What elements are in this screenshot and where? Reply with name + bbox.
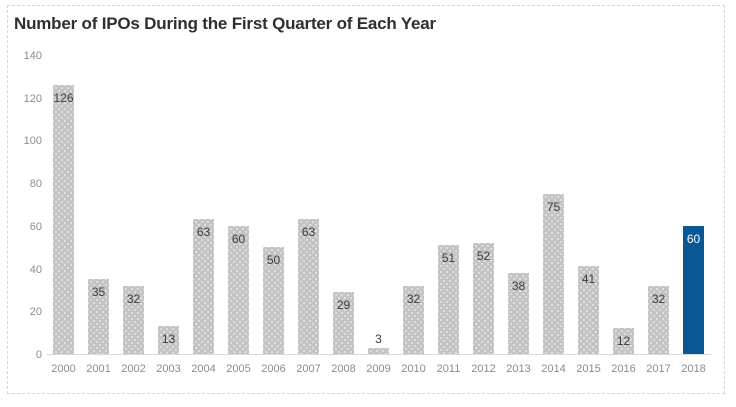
x-axis-label: 2010	[401, 363, 426, 375]
bar-column: 32	[641, 56, 676, 354]
x-axis-label: 2015	[576, 363, 601, 375]
bar-value-label: 35	[91, 285, 106, 300]
y-tick-label: 60	[29, 220, 42, 233]
bar-2010: 32	[403, 285, 424, 354]
bar-value-label: 38	[511, 278, 526, 293]
x-axis-label: 2007	[296, 363, 321, 375]
x-axis-label: 2017	[646, 363, 671, 375]
bar-value-label: 52	[476, 248, 491, 263]
chart-title: Number of IPOs During the First Quarter …	[14, 14, 436, 33]
x-axis-label: 2004	[191, 363, 216, 375]
bar-2015: 41	[578, 266, 599, 354]
x-axis-label: 2011	[436, 363, 461, 375]
bar-2006: 50	[263, 247, 284, 354]
x-axis-label: 2003	[156, 363, 181, 375]
bar-column: 35	[81, 56, 116, 354]
bar-series: 126 35 32 13 63 60 50 63 29 3 32 51 52 38 75 41 12 32 60	[46, 56, 711, 354]
bar-2013: 38	[508, 272, 529, 354]
bar-column: 13	[151, 56, 186, 354]
y-tick-label: 40	[29, 263, 42, 276]
bar-column: 38	[501, 56, 536, 354]
bar-column: 75	[536, 56, 571, 354]
bar-value-label: 41	[581, 272, 596, 287]
bar-value-label: 60	[686, 231, 701, 246]
bar-column: 51	[431, 56, 466, 354]
y-tick-label: 20	[29, 306, 42, 319]
x-axis-label: 2001	[86, 363, 111, 375]
x-axis-label: 2006	[261, 363, 286, 375]
x-axis-label: 2016	[611, 363, 636, 375]
bar-column: 50	[256, 56, 291, 354]
bar-column: 32	[396, 56, 431, 354]
bar-2011: 51	[438, 245, 459, 354]
bar-value-label: 126	[53, 90, 74, 105]
bar-value-label: 32	[406, 291, 421, 306]
bar-column: 63	[186, 56, 221, 354]
bar-2000: 126	[53, 84, 74, 354]
bar-value-label: 3	[375, 331, 382, 346]
plot-area: 126 35 32 13 63 60 50 63 29 3 32 51 52 38 75 41 12 32 60	[46, 56, 711, 355]
bar-2014: 75	[543, 193, 564, 354]
bar-value-label: 12	[616, 334, 631, 349]
x-axis-label: 2018	[681, 363, 706, 375]
bar-column: 52	[466, 56, 501, 354]
x-axis-label: 2002	[121, 363, 146, 375]
y-tick-label: 140	[23, 50, 42, 62]
y-tick-label: 80	[29, 178, 42, 191]
x-axis-label: 2009	[366, 363, 391, 375]
y-tick-label: 100	[23, 135, 42, 148]
bar-column: 60	[676, 56, 711, 354]
y-axis: 0 20 40 60 80 100 120 140	[14, 0, 42, 407]
bar-column: 3	[361, 56, 396, 354]
bar-2012: 52	[473, 242, 494, 354]
bar-column: 29	[326, 56, 361, 354]
bar-value-label: 51	[441, 251, 456, 266]
bar-2003: 13	[158, 326, 179, 354]
x-axis-label: 2000	[51, 363, 76, 375]
bar-column: 12	[606, 56, 641, 354]
bar-value-label: 32	[651, 291, 666, 306]
bar-value-label: 13	[161, 332, 176, 347]
bar-2018-highlighted: 60	[683, 225, 704, 354]
bar-2008: 29	[333, 292, 354, 354]
bar-2016: 12	[613, 328, 634, 354]
x-axis: 2000 2001 2002 2003 2004 2005 2006 2007 2008 2009…	[46, 362, 711, 376]
bar-2001: 35	[88, 279, 109, 354]
bar-column: 60	[221, 56, 256, 354]
bar-column: 32	[116, 56, 151, 354]
bar-value-label: 60	[231, 231, 246, 246]
bar-2002: 32	[123, 285, 144, 354]
bar-value-label: 29	[336, 298, 351, 313]
x-axis-label: 2008	[331, 363, 356, 375]
bar-2007: 63	[298, 219, 319, 354]
y-tick-label: 120	[23, 92, 42, 105]
bar-2017: 32	[648, 285, 669, 354]
bar-value-label: 63	[196, 225, 211, 240]
bar-column: 126	[46, 56, 81, 354]
bar-2004: 63	[193, 219, 214, 354]
bar-2009: 3	[368, 332, 389, 354]
bar-value-label: 63	[301, 225, 316, 240]
bar-value-label: 50	[266, 253, 281, 268]
bar-column: 41	[571, 56, 606, 354]
bar-value-label: 75	[546, 199, 561, 214]
y-tick-label: 0	[35, 349, 42, 361]
x-axis-label: 2005	[226, 363, 251, 375]
x-axis-label: 2013	[506, 363, 531, 375]
bar-column: 63	[291, 56, 326, 354]
x-axis-label: 2014	[541, 363, 566, 375]
x-axis-label: 2012	[471, 363, 496, 375]
bar-value-label: 32	[126, 291, 141, 306]
bar-2005: 60	[228, 225, 249, 354]
